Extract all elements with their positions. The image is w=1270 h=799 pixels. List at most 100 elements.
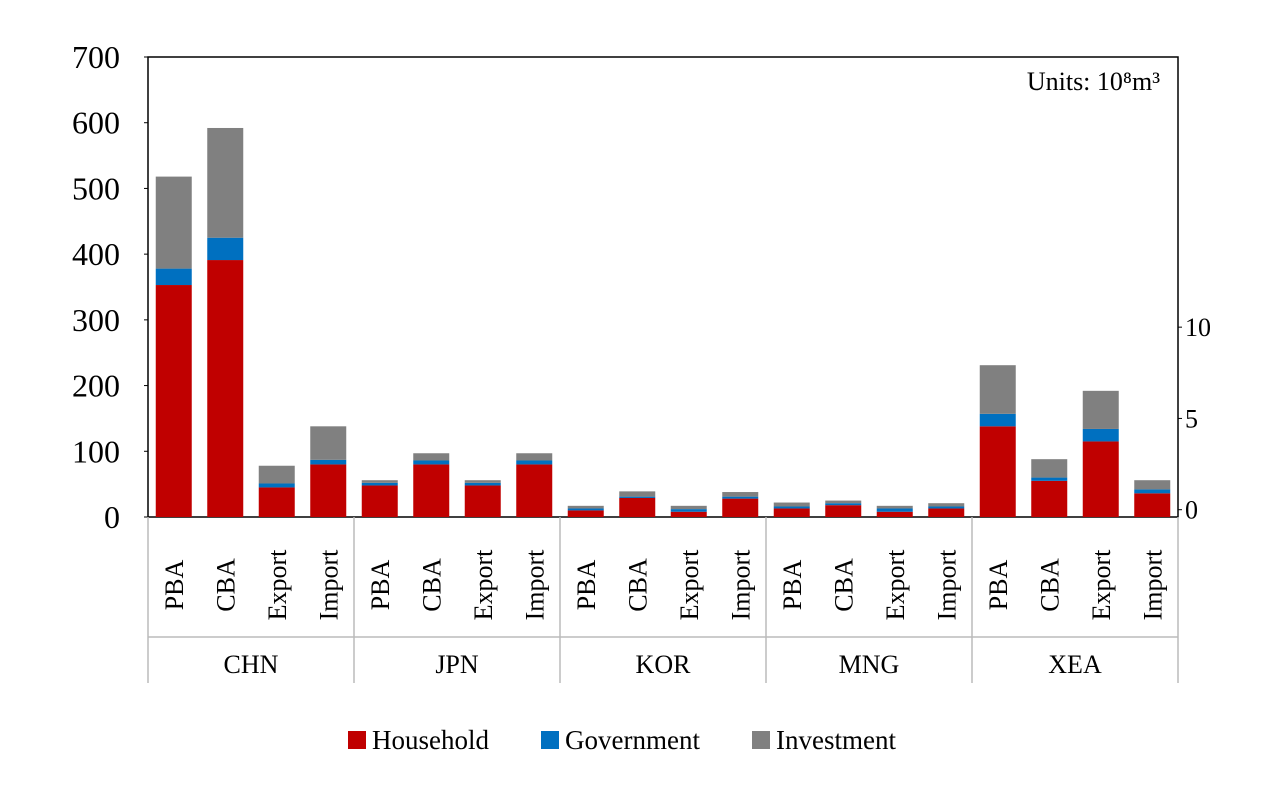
bar-segment [773, 502, 810, 507]
bar-segment [876, 505, 913, 509]
bar-segment [155, 285, 192, 517]
bar-segment [464, 480, 501, 483]
x-tick-label: Import [726, 549, 755, 621]
bar-segment [928, 508, 965, 517]
bar-segment [516, 464, 553, 517]
legend-label: Investment [776, 725, 896, 755]
bar-segment [207, 260, 244, 517]
legend-label: Government [565, 725, 700, 755]
y-tick-label: 0 [104, 499, 120, 535]
x-tick-label: Import [1138, 549, 1167, 621]
bar-segment [1134, 489, 1171, 494]
legend-swatch [541, 731, 559, 749]
bar-segment [464, 485, 501, 517]
bar-segment [1031, 480, 1068, 517]
bar-segment [979, 365, 1016, 414]
x-tick-label: CBA [1035, 558, 1064, 612]
bar-segment [207, 127, 244, 238]
group-label: CHN [224, 650, 279, 679]
bar-segment [258, 465, 295, 484]
y-tick-label: 100 [72, 433, 120, 469]
bar-segment [619, 497, 656, 517]
bar-segment [619, 491, 656, 497]
plot-frame [147, 56, 1179, 518]
y-tick-label: 200 [72, 368, 120, 404]
bar-segment [1134, 493, 1171, 517]
bar-segment [258, 487, 295, 517]
bar-segment [516, 453, 553, 461]
bar-segment [413, 460, 450, 465]
bar-segment [619, 496, 656, 498]
bar-segment [722, 498, 759, 517]
bar-segment [825, 500, 862, 504]
y2-tick-label: 5 [1185, 404, 1198, 433]
bar-segment [670, 509, 707, 512]
x-tick-label: PBA [778, 559, 807, 610]
x-tick-label: Export [263, 549, 292, 621]
bar-segment [773, 508, 810, 517]
bar-segment [361, 485, 398, 517]
bar-segment [1031, 477, 1068, 481]
y-tick-label: 700 [72, 39, 120, 75]
bar-segment [1082, 428, 1119, 442]
legend-swatch [752, 731, 770, 749]
group-label: KOR [636, 650, 692, 679]
x-tick-label: Export [675, 549, 704, 621]
x-tick-label: PBA [160, 559, 189, 610]
legend-label: Household [372, 725, 489, 755]
bar-segment [1031, 459, 1068, 478]
x-tick-label: Import [314, 549, 343, 621]
bar-segment [825, 503, 862, 506]
bar-segment [464, 482, 501, 486]
y2-tick-label: 10 [1185, 313, 1211, 342]
group-label: XEA [1048, 650, 1102, 679]
bar-segment [413, 464, 450, 517]
bar-segment [516, 460, 553, 465]
x-tick-label: Export [881, 549, 910, 621]
bar-segment [310, 459, 347, 465]
bar-segment [979, 426, 1016, 517]
x-tick-label: Export [1087, 549, 1116, 621]
y-tick-label: 400 [72, 236, 120, 272]
x-tick-label: PBA [984, 559, 1013, 610]
x-tick-label: Import [932, 549, 961, 621]
bar-segment [825, 505, 862, 517]
y-tick-label: 500 [72, 170, 120, 206]
x-tick-label: PBA [366, 559, 395, 610]
y-tick-label: 600 [72, 105, 120, 141]
x-tick-label: Import [520, 549, 549, 621]
bar-segment [979, 413, 1016, 427]
bar-segment [155, 268, 192, 286]
bar-segment [722, 492, 759, 497]
x-tick-label: Export [469, 549, 498, 621]
bar-segment [567, 510, 604, 517]
bar-segment [670, 511, 707, 517]
bar-segment [773, 506, 810, 509]
bar-segment [1134, 480, 1171, 490]
bar-segment [310, 426, 347, 460]
x-tick-label: CBA [211, 558, 240, 612]
bar-segment [876, 508, 913, 512]
x-tick-label: CBA [623, 558, 652, 612]
x-tick-label: PBA [572, 559, 601, 610]
bar-segment [567, 505, 604, 509]
bar-segment [310, 464, 347, 517]
group-label: MNG [839, 650, 900, 679]
y2-tick-label: 0 [1185, 496, 1198, 525]
x-tick-label: CBA [829, 558, 858, 612]
bar-segment [1082, 390, 1119, 429]
bar-segment [928, 503, 965, 507]
y-tick-label: 300 [72, 302, 120, 338]
bar-segment [1082, 441, 1119, 517]
bar-segment [567, 508, 604, 511]
bar-segment [413, 453, 450, 461]
legend-swatch [348, 731, 366, 749]
bar-segment [928, 506, 965, 509]
bar-segment [361, 480, 398, 483]
units-annotation: Units: 10⁸m³ [1027, 67, 1160, 96]
group-label: JPN [435, 650, 479, 679]
x-tick-label: CBA [417, 558, 446, 612]
bar-segment [670, 505, 707, 510]
bar-segment [361, 482, 398, 486]
bar-segment [876, 511, 913, 517]
